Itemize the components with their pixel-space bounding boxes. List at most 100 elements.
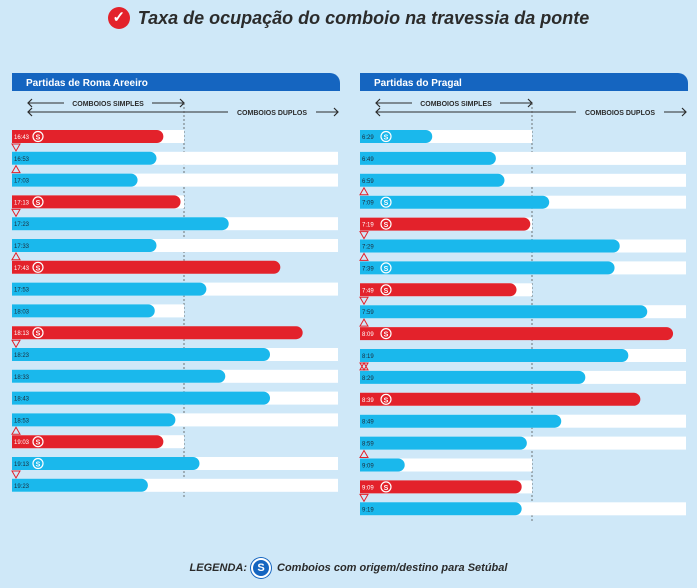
setubal-icon-letter: S (384, 332, 389, 339)
legend-text: Comboios com origem/destino para Setúbal (277, 561, 508, 574)
setubal-icon (32, 196, 44, 208)
bar (360, 283, 517, 297)
bar (12, 369, 226, 383)
bar (360, 392, 641, 406)
bar (12, 413, 176, 427)
tick-label: 8:39 (362, 398, 374, 404)
title-text: Taxa de ocupação do comboio na travessia… (137, 8, 590, 28)
setubal-icon-letter: S (384, 222, 389, 229)
setubal-icon-letter: S (384, 266, 389, 273)
double-arrow-right (333, 107, 339, 117)
tick-label: 17:13 (14, 200, 30, 206)
tick-label: 6:49 (362, 157, 374, 163)
setubal-icon (32, 436, 44, 448)
overload-up-icon (11, 164, 21, 174)
bar (360, 305, 648, 319)
bar (360, 480, 522, 494)
tick-label: 18:33 (14, 375, 30, 381)
bar (12, 435, 164, 449)
overload-up-icon (359, 361, 369, 371)
bar (12, 478, 148, 492)
simple-label-bg (412, 97, 500, 109)
panel-header (12, 73, 340, 91)
tick-label: 9:19 (362, 507, 374, 513)
setubal-icon (380, 481, 392, 493)
occupancy-chart: Partidas de Roma Areeiro COMBOIOS SIMPLES… (11, 73, 688, 522)
bar (12, 282, 207, 296)
overload-down-icon (11, 470, 21, 480)
overload-down-icon (359, 493, 369, 503)
overload-down-icon (359, 231, 369, 240)
tick-label: 17:43 (14, 266, 30, 272)
tick-label: 8:59 (362, 442, 374, 448)
bar (360, 502, 522, 516)
bar (360, 130, 433, 143)
tick-label: 9:09 (362, 485, 374, 491)
setubal-icon-letter: S (36, 462, 41, 469)
bar (360, 370, 586, 384)
tick-label: 8:09 (362, 332, 374, 338)
setubal-icon (380, 262, 392, 274)
checkmark-icon: ✓ (107, 6, 130, 29)
tick-label: 8:49 (362, 420, 374, 426)
bar (12, 130, 164, 143)
bar (12, 260, 281, 274)
setubal-icon-letter: S (384, 288, 389, 295)
bar (360, 458, 405, 472)
setubal-icon (380, 218, 392, 230)
panel-header (360, 73, 688, 91)
tick-label: 7:39 (362, 266, 374, 272)
bar (12, 391, 270, 405)
bar (360, 414, 562, 428)
overload-down-icon (11, 339, 21, 349)
double-arrow-right (681, 107, 687, 117)
tick-label: 17:33 (14, 244, 30, 250)
setubal-icon (380, 393, 392, 405)
setubal-icon (380, 328, 392, 340)
bar (360, 195, 550, 209)
bar (12, 239, 157, 252)
tick-label: 18:13 (14, 331, 30, 337)
tick-label: 18:23 (14, 353, 30, 359)
setubal-icon-letter: S (36, 265, 41, 272)
double-arrow-left (375, 107, 381, 117)
tick-label: 6:29 (362, 135, 374, 141)
bar (12, 457, 200, 470)
tick-label: 18:03 (14, 309, 30, 315)
tick-label: 7:59 (362, 310, 374, 316)
double-label: COMBOIOS DUPLOS (237, 110, 307, 117)
tick-label: 9:09 (362, 464, 374, 470)
setubal-icon-letter: S (384, 397, 389, 404)
setubal-icon: S (251, 558, 271, 578)
tick-label: 16:43 (14, 135, 30, 141)
overload-down-icon (359, 296, 369, 306)
simple-arrow-left (27, 98, 33, 108)
setubal-icon (380, 130, 392, 143)
tick-label: 16:53 (14, 157, 30, 163)
simple-arrow-left (375, 98, 381, 108)
bar (360, 436, 527, 450)
setubal-icon-letter: S (384, 485, 389, 492)
bar (360, 261, 615, 275)
setubal-icon-letter: S (36, 331, 41, 338)
overload-down-icon (359, 362, 369, 372)
bar (360, 151, 496, 165)
bar (360, 173, 505, 187)
bar (12, 151, 157, 165)
bar (360, 217, 531, 231)
tick-label: 8:29 (362, 376, 374, 382)
bar (12, 173, 138, 187)
tick-label: 19:03 (14, 440, 30, 446)
overload-up-icon (359, 186, 369, 196)
bar (360, 349, 629, 362)
setubal-icon (380, 284, 392, 296)
overload-down-icon (11, 143, 21, 153)
tick-label: 8:19 (362, 354, 374, 360)
double-label-bg (576, 106, 664, 118)
panel-title: Partidas do Pragal (374, 78, 462, 89)
bar (360, 239, 620, 253)
tick-label: 7:09 (362, 201, 374, 207)
double-arrow-left (27, 107, 33, 117)
tick-label: 7:29 (362, 245, 374, 251)
tick-label: 18:53 (14, 418, 30, 424)
